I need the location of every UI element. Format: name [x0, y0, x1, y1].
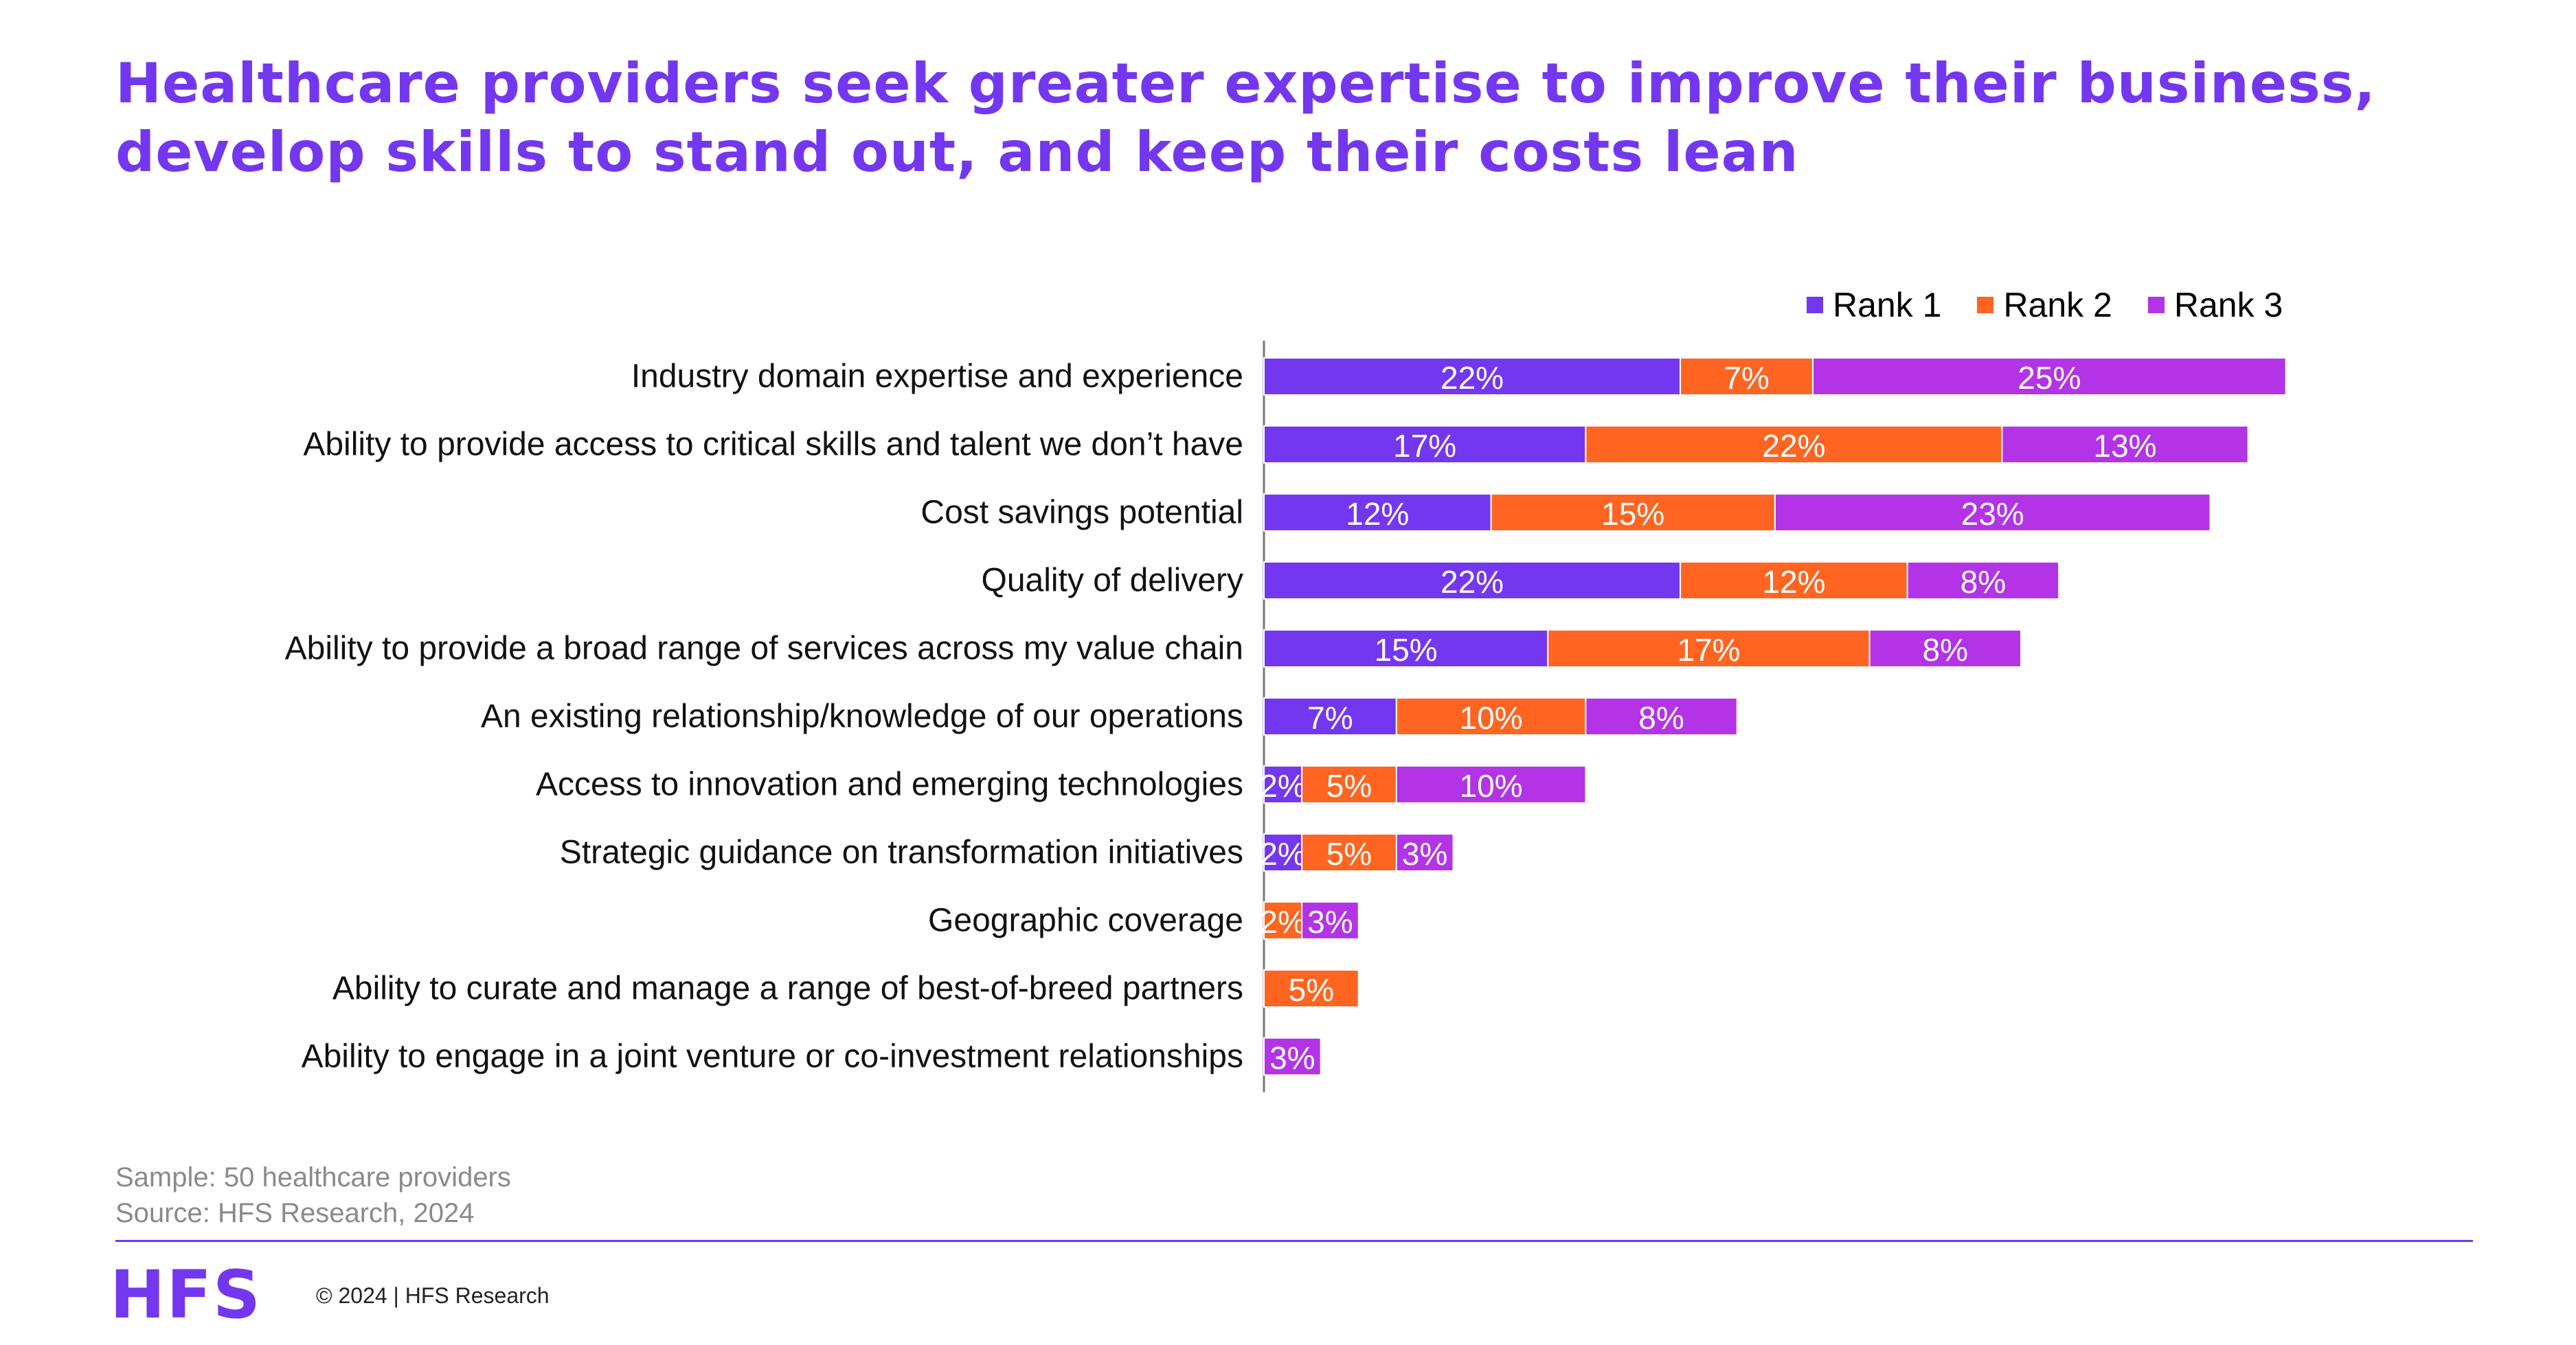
bar-segment-rank-3 [1585, 697, 1738, 736]
data-label-rank-2: 12% [1762, 564, 1825, 600]
category-label: Ability to curate and manage a range of … [332, 971, 1243, 1007]
data-label-rank-2: 22% [1762, 428, 1825, 464]
bar-segment-rank-3 [1395, 765, 1587, 804]
legend-item-rank-1: Rank 1 [1807, 285, 1941, 325]
category-label: Ability to provide a broad range of serv… [285, 631, 1243, 667]
bar-segment-rank-2 [1395, 697, 1587, 736]
legend-swatch-rank-1 [1807, 297, 1823, 313]
data-label-rank-2: 2% [1260, 904, 1305, 940]
source-note: Source: HFS Research, 2024 [115, 1198, 475, 1228]
category-label: Ability to provide access to critical sk… [303, 427, 1243, 463]
legend: Rank 1 Rank 2 Rank 3 [1807, 285, 2283, 325]
legend-label-rank-3: Rank 3 [2173, 286, 2283, 324]
bar-segment-rank-1 [1263, 357, 1682, 396]
bar-segment-rank-2 [1490, 493, 1776, 532]
category-label: Quality of delivery [982, 563, 1244, 599]
legend-item-rank-2: Rank 2 [1977, 285, 2112, 325]
data-label-rank-1: 22% [1440, 360, 1504, 396]
bar-segment-rank-3 [2001, 425, 2249, 464]
stacked-bar-chart: Industry domain expertise and experience… [285, 341, 2287, 1092]
data-label-rank-2: 5% [1326, 768, 1372, 804]
bar-segment-rank-3 [1774, 493, 2211, 532]
data-label-rank-2: 17% [1677, 632, 1740, 668]
data-label-rank-3: 8% [1961, 564, 2006, 600]
legend-item-rank-3: Rank 3 [2147, 285, 2283, 325]
bar-segment-rank-3 [1906, 561, 2060, 600]
data-label-rank-1: 7% [1307, 700, 1353, 736]
bar-segment-rank-3 [1811, 357, 2287, 396]
data-label-rank-1: 17% [1393, 428, 1456, 464]
footer-divider [115, 1240, 2473, 1242]
legend-label-rank-1: Rank 1 [1833, 286, 1942, 324]
category-label: An existing relationship/knowledge of ou… [481, 699, 1243, 735]
data-label-rank-2: 5% [1289, 972, 1334, 1008]
data-label-rank-3: 3% [1307, 904, 1353, 940]
data-label-rank-1: 15% [1375, 632, 1438, 668]
bar-segment-rank-3 [1301, 901, 1359, 940]
bar-segment-rank-1 [1263, 493, 1492, 532]
category-label: Strategic guidance on transformation ini… [560, 835, 1243, 871]
data-label-rank-3: 3% [1269, 1040, 1315, 1076]
data-label-rank-1: 12% [1346, 496, 1409, 532]
copyright-text: © 2024 | HFS Research [316, 1283, 550, 1308]
data-label-rank-3: 8% [1638, 700, 1684, 736]
data-label-rank-3: 13% [2093, 428, 2156, 464]
bar-segment-rank-2 [1547, 629, 1871, 668]
bar-segment-rank-2 [1301, 833, 1397, 872]
bar-segment-rank-1 [1263, 425, 1587, 464]
sample-note: Sample: 50 healthcare providers [115, 1162, 511, 1193]
bar-segment-rank-3 [1263, 1037, 1322, 1076]
legend-swatch-rank-2 [1977, 297, 1994, 313]
data-label-rank-3: 25% [2018, 360, 2081, 396]
data-label-rank-1: 22% [1440, 564, 1504, 600]
bar-segment-rank-3 [1395, 833, 1454, 872]
category-label: Geographic coverage [928, 903, 1243, 939]
footnote: Sample: 50 healthcare providers Source: … [115, 1160, 511, 1231]
bar-segment-rank-2 [1263, 969, 1359, 1008]
data-label-rank-2: 7% [1724, 360, 1769, 396]
data-label-rank-2: 5% [1326, 836, 1372, 872]
bar-segment-rank-1 [1263, 561, 1682, 600]
chart-title: Healthcare providers seek greater expert… [115, 52, 2376, 184]
data-label-rank-2: 15% [1601, 496, 1664, 532]
bar-segment-rank-1 [1263, 629, 1549, 668]
category-label: Cost savings potential [920, 495, 1243, 531]
category-label: Access to innovation and emerging techno… [536, 767, 1243, 803]
data-label-rank-2: 10% [1460, 700, 1523, 736]
hfs-logo: HFS [110, 1256, 262, 1333]
data-label-rank-3: 8% [1923, 632, 1968, 668]
bar-segment-rank-2 [1680, 357, 1814, 396]
data-label-rank-3: 23% [1961, 496, 2024, 532]
data-label-rank-1: 2% [1260, 836, 1305, 872]
category-label: Industry domain expertise and experience [631, 359, 1243, 395]
legend-swatch-rank-3 [2147, 297, 2165, 313]
data-label-rank-3: 3% [1402, 836, 1447, 872]
bar-segment-rank-3 [1868, 629, 2022, 668]
category-label: Ability to engage in a joint venture or … [302, 1039, 1243, 1075]
data-label-rank-1: 2% [1260, 768, 1305, 804]
bar-segment-rank-2 [1680, 561, 1908, 600]
legend-label-rank-2: Rank 2 [2003, 286, 2112, 324]
data-label-rank-3: 10% [1460, 768, 1523, 804]
